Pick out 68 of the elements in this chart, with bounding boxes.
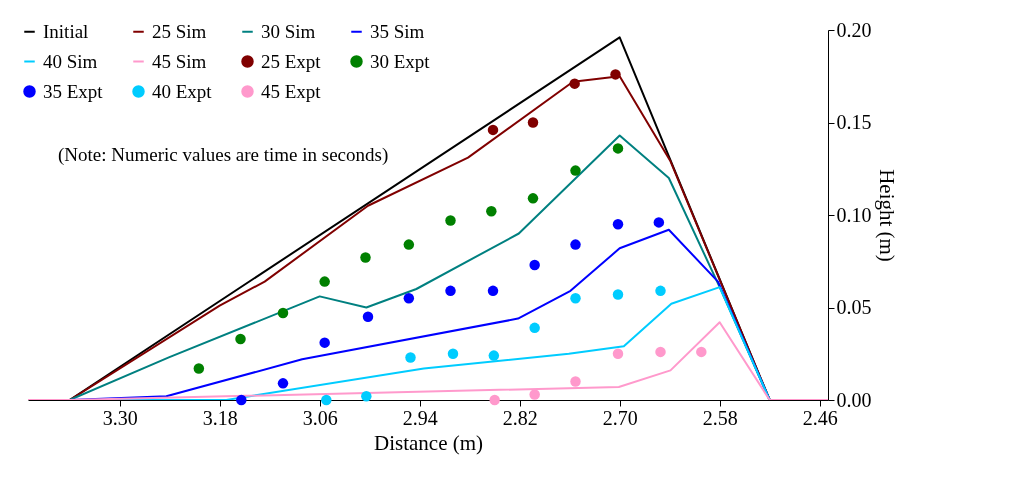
point [529, 389, 540, 400]
point [362, 311, 374, 322]
point [486, 206, 497, 217]
point [610, 69, 621, 80]
point [277, 307, 289, 319]
point [445, 285, 456, 297]
point [570, 376, 581, 387]
point [655, 346, 666, 358]
point [403, 293, 415, 304]
point [489, 394, 500, 406]
point [612, 348, 624, 359]
point [570, 293, 581, 304]
legend-label: 35 Sim [370, 20, 425, 42]
point [612, 143, 624, 154]
point [405, 352, 416, 363]
point [527, 193, 539, 204]
y-axis-title: Height (m) [874, 169, 899, 262]
point [193, 363, 205, 374]
point [570, 239, 581, 250]
point [529, 259, 540, 271]
point [361, 391, 372, 402]
legend-label: 25 Expt [261, 50, 322, 72]
point [655, 285, 666, 297]
point [236, 394, 247, 406]
point [653, 217, 665, 228]
x-tick-label: 3.18 [202, 406, 238, 429]
legend-label: 30 Sim [261, 20, 316, 42]
point [487, 124, 499, 136]
y-tick-label: 0.20 [836, 18, 872, 41]
x-tick-label: 2.94 [402, 406, 438, 429]
point [529, 322, 540, 334]
point [570, 165, 581, 176]
point [447, 348, 459, 359]
x-tick-label: 2.46 [802, 406, 838, 429]
point [445, 215, 456, 226]
legend-label: 45 Sim [152, 50, 207, 72]
point [612, 219, 624, 230]
annotation: (Note: Numeric values are time in seconds) [58, 144, 389, 166]
legend-label: 40 Expt [152, 80, 213, 102]
point [569, 78, 580, 89]
point [403, 239, 415, 250]
legend-label: 25 Sim [152, 20, 207, 42]
point [235, 333, 246, 345]
y-tick-label: 0.05 [836, 296, 872, 318]
y-tick-label: 0.10 [836, 203, 872, 226]
point [612, 289, 624, 300]
x-tick-label: 2.82 [502, 406, 538, 429]
point [360, 252, 371, 263]
legend-label: 45 Expt [261, 80, 322, 102]
x-tick-label: 3.06 [302, 406, 338, 429]
legend-label: 30 Expt [370, 50, 431, 72]
x-tick-label: 2.58 [702, 406, 738, 429]
legend-label: Initial [43, 20, 89, 42]
point [277, 378, 289, 389]
legend-label: 40 Sim [43, 50, 98, 72]
point [321, 394, 332, 406]
point [319, 337, 330, 348]
point [488, 350, 500, 361]
point [319, 276, 330, 287]
y-tick-label: 0.00 [836, 388, 872, 411]
point [696, 346, 707, 358]
x-tick-label: 2.70 [602, 406, 638, 429]
x-tick-label: 3.30 [102, 406, 138, 429]
y-tick-label: 0.15 [836, 111, 872, 133]
x-axis-title: Distance (m) [373, 430, 484, 455]
legend-label: 35 Expt [43, 80, 104, 102]
point [487, 285, 499, 297]
point [527, 117, 539, 128]
